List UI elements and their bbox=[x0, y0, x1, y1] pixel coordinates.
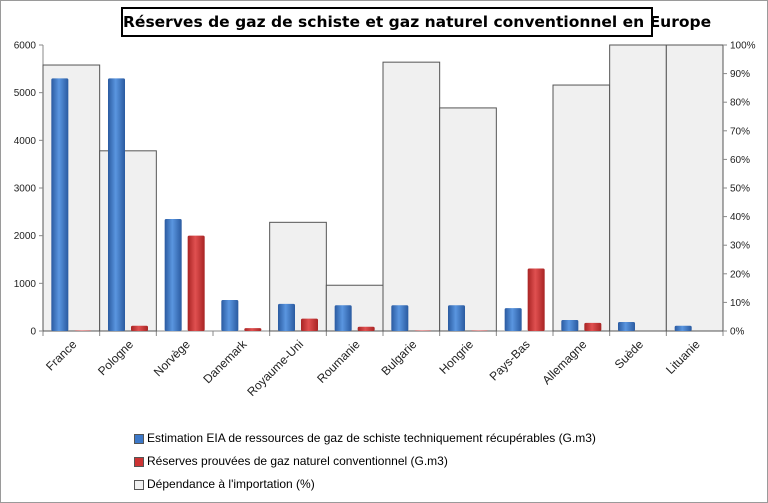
y-right-tick-label: 70% bbox=[730, 126, 750, 137]
bar-shale-gas bbox=[674, 325, 692, 331]
x-category-label: Norvège bbox=[151, 337, 193, 379]
y-right-tick-label: 40% bbox=[730, 212, 750, 223]
bar-conventional-gas bbox=[131, 325, 148, 331]
bar-import-dependence bbox=[609, 44, 667, 332]
bar-shale-gas bbox=[278, 303, 295, 331]
x-category-label: Royaume-Uni bbox=[244, 337, 306, 399]
y-right-tick-label: 90% bbox=[730, 69, 750, 80]
x-category-label: Allemagne bbox=[539, 337, 589, 387]
bar-conventional-gas bbox=[187, 235, 205, 331]
x-category-label: Hongrie bbox=[437, 337, 477, 377]
bar-import-dependence bbox=[382, 61, 441, 332]
y-left-tick-label: 1000 bbox=[14, 279, 37, 290]
y-left-tick-label: 0 bbox=[30, 327, 36, 338]
x-category-label: Danemark bbox=[200, 337, 250, 387]
x-category-label: Lituanie bbox=[663, 337, 703, 377]
x-category-label: Suède bbox=[612, 337, 647, 372]
y-left-tick-label: 2000 bbox=[14, 231, 37, 242]
y-left-tick-label: 4000 bbox=[14, 136, 37, 147]
bar-import-dependence bbox=[552, 84, 611, 332]
x-category-label: Roumanie bbox=[314, 337, 363, 386]
x-category-label: France bbox=[43, 337, 80, 374]
y-right-tick-label: 20% bbox=[730, 269, 750, 280]
bar-import-dependence bbox=[665, 44, 724, 332]
bar-shale-gas bbox=[51, 78, 69, 331]
legend-swatch-import bbox=[134, 480, 144, 490]
bar-shale-gas bbox=[391, 305, 409, 331]
bar-conventional-gas bbox=[527, 268, 545, 331]
chart-title: Réserves de gaz de schiste et gaz nature… bbox=[121, 7, 711, 37]
y-left-tick-label: 5000 bbox=[14, 88, 37, 99]
y-right-tick-label: 30% bbox=[730, 241, 750, 252]
y-right-tick-label: 100% bbox=[730, 41, 756, 52]
bar-conventional-gas bbox=[244, 328, 262, 331]
bar-shale-gas bbox=[618, 321, 635, 331]
x-category-label: Pays-Bas bbox=[487, 337, 533, 383]
legend-label-conventional: Réserves prouvées de gaz naturel convent… bbox=[147, 454, 448, 468]
x-category-label: Pologne bbox=[95, 337, 136, 378]
bar-shale-gas bbox=[504, 308, 522, 331]
legend-swatch-conventional bbox=[134, 457, 144, 467]
y-left-tick-label: 6000 bbox=[14, 41, 37, 52]
bar-shale-gas bbox=[561, 320, 579, 331]
legend-label-import: Dépendance à l'importation (%) bbox=[147, 477, 315, 491]
y-right-tick-label: 10% bbox=[730, 298, 750, 309]
legend-item-conventional: Réserves prouvées de gaz naturel convent… bbox=[134, 450, 654, 473]
bar-conventional-gas bbox=[301, 318, 318, 331]
bar-conventional-gas bbox=[357, 326, 375, 331]
y-right-tick-label: 60% bbox=[730, 155, 750, 166]
y-left-tick-label: 3000 bbox=[14, 184, 37, 195]
y-right-tick-label: 80% bbox=[730, 98, 750, 109]
y-right-tick-label: 0% bbox=[730, 327, 745, 338]
y-right-tick-label: 50% bbox=[730, 184, 750, 195]
x-category-label: Bulgarie bbox=[378, 337, 419, 378]
chart-legend: Estimation EIA de ressources de gaz de s… bbox=[134, 427, 654, 496]
legend-item-shale: Estimation EIA de ressources de gaz de s… bbox=[134, 427, 654, 450]
bar-shale-gas bbox=[221, 300, 239, 331]
bar-shale-gas bbox=[334, 305, 352, 331]
bar-shale-gas bbox=[108, 78, 125, 331]
bar-shale-gas bbox=[164, 218, 182, 331]
legend-label-shale: Estimation EIA de ressources de gaz de s… bbox=[147, 431, 596, 445]
bar-conventional-gas bbox=[584, 322, 602, 331]
chart-plot: 0 1000 2000 3000 4000 5000 6000 0% 10% 20% 30% 40% 5… bbox=[14, 41, 756, 399]
bar-shale-gas bbox=[448, 305, 465, 331]
legend-swatch-shale bbox=[134, 434, 144, 444]
legend-item-import: Dépendance à l'importation (%) bbox=[134, 473, 654, 496]
bar-import-dependence bbox=[439, 107, 497, 332]
